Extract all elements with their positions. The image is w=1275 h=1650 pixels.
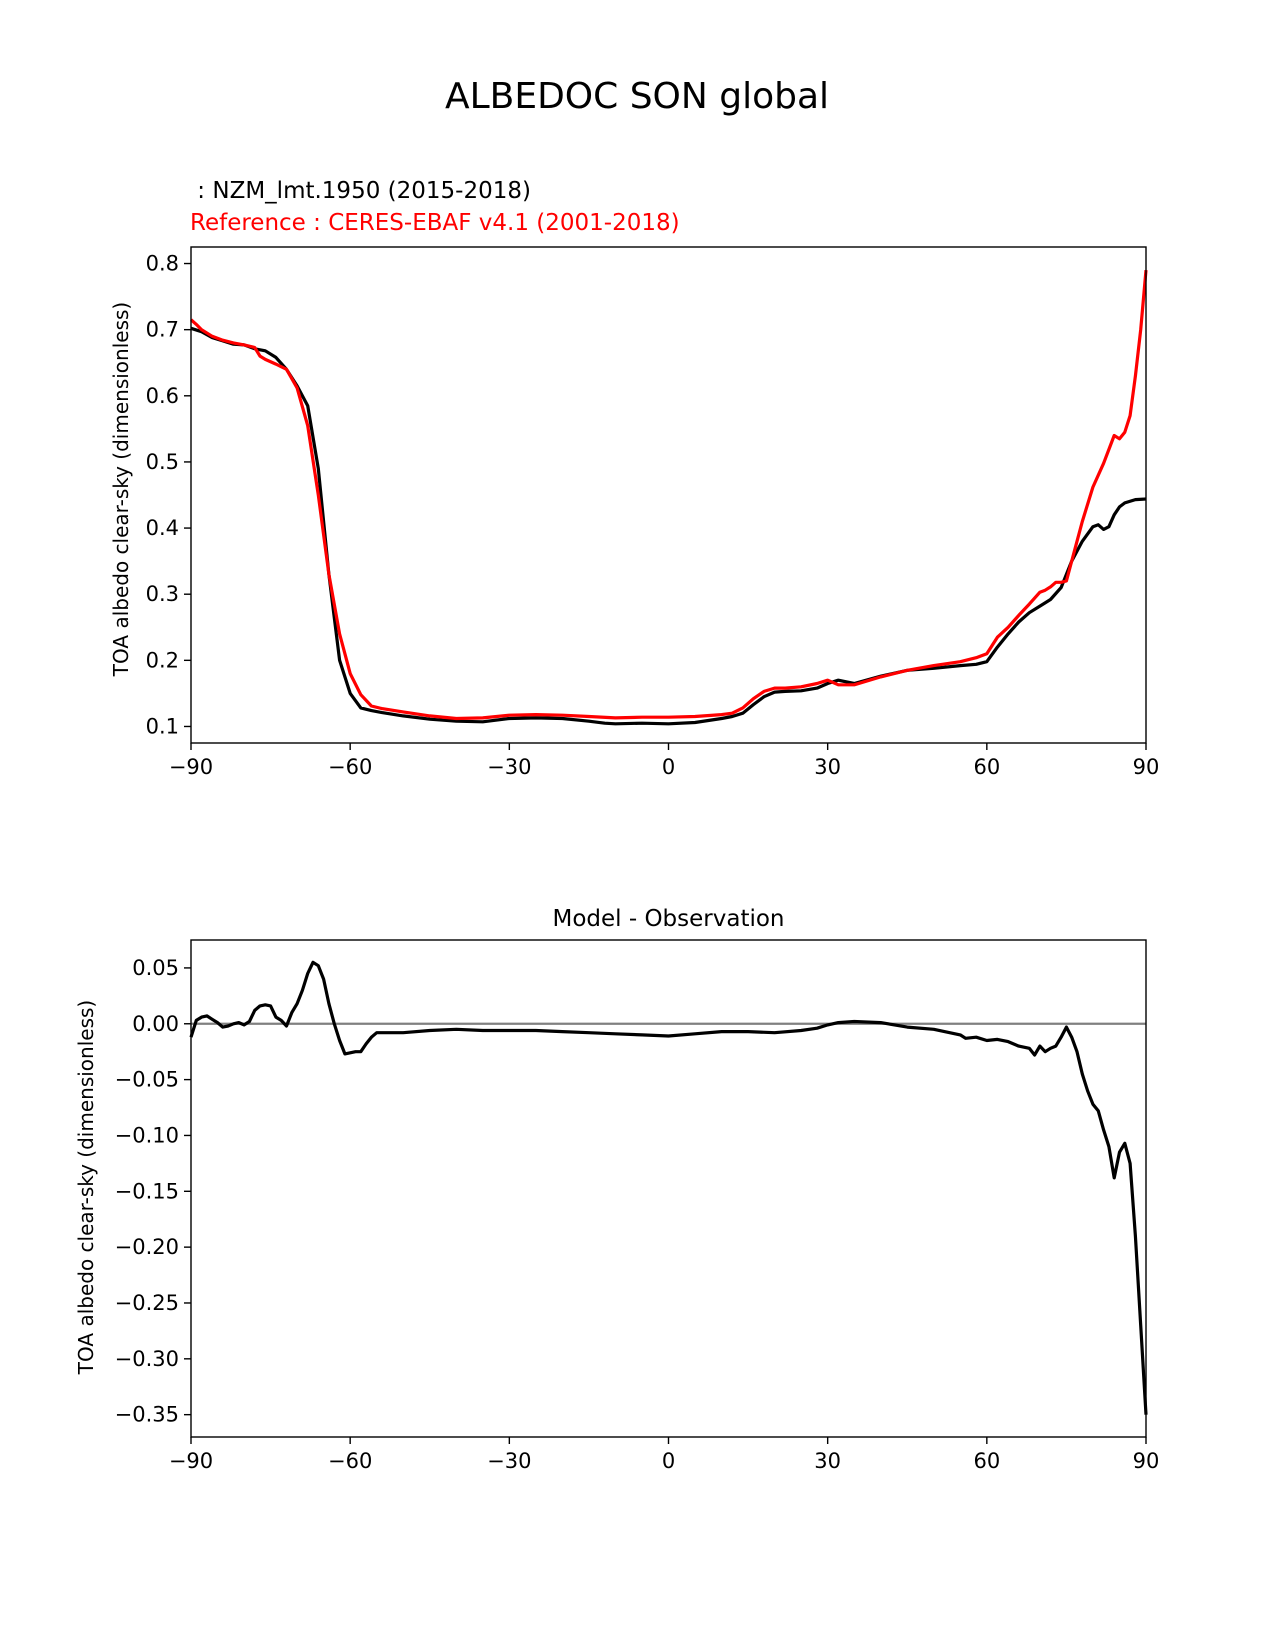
y-tick-label-0-5: 0.6 xyxy=(146,384,179,408)
y-tick-label-1-5: −0.20 xyxy=(115,1235,179,1259)
bottom-panel-title: Model - Observation xyxy=(552,906,784,932)
y-tick-label-0-1: 0.2 xyxy=(146,648,179,672)
series-line-0-1 xyxy=(189,269,1148,721)
x-tick-label-1-0: −90 xyxy=(169,1449,213,1473)
y-tick-label-1-3: −0.10 xyxy=(115,1123,179,1147)
series-line-1-0 xyxy=(189,960,1148,1415)
x-tick-label-0-6: 90 xyxy=(1133,755,1160,779)
x-tick-label-0-5: 60 xyxy=(973,755,1000,779)
reference-subtitle: Reference : CERES-EBAF v4.1 (2001-2018) xyxy=(190,210,680,236)
y-tick-label-0-6: 0.7 xyxy=(146,318,179,342)
x-tick-label-1-5: 60 xyxy=(973,1449,1000,1473)
top-panel: : NZM_lmt.1950 (2015-2018) Reference : C… xyxy=(109,178,1159,779)
model-subtitle: : NZM_lmt.1950 (2015-2018) xyxy=(190,178,531,204)
x-tick-label-0-2: −30 xyxy=(487,755,531,779)
y-tick-label-0-3: 0.4 xyxy=(146,516,179,540)
x-tick-label-1-6: 90 xyxy=(1133,1449,1160,1473)
y-tick-label-0-7: 0.8 xyxy=(146,252,179,276)
y-tick-label-1-2: −0.05 xyxy=(115,1068,179,1092)
x-tick-label-1-4: 30 xyxy=(814,1449,841,1473)
top-y-axis-label: TOA albedo clear-sky (dimensionless) xyxy=(109,302,133,677)
y-tick-label-0-0: 0.1 xyxy=(146,714,179,738)
x-tick-label-1-2: −30 xyxy=(487,1449,531,1473)
figure-title: ALBEDOC SON global xyxy=(445,76,829,117)
x-tick-label-0-3: 0 xyxy=(662,755,675,779)
x-tick-label-1-3: 0 xyxy=(662,1449,675,1473)
x-tick-label-0-0: −90 xyxy=(169,755,213,779)
x-tick-label-0-4: 30 xyxy=(814,755,841,779)
y-tick-label-1-6: −0.25 xyxy=(115,1291,179,1315)
series-line-0-0 xyxy=(190,326,1147,726)
plot-frame-1 xyxy=(190,939,1147,1438)
plot-frame-0 xyxy=(190,246,1147,744)
bottom-y-axis-label: TOA albedo clear-sky (dimensionless) xyxy=(74,1000,98,1375)
y-tick-label-1-1: 0.00 xyxy=(132,1012,179,1036)
y-tick-label-1-0: 0.05 xyxy=(132,956,179,980)
y-tick-label-0-4: 0.5 xyxy=(146,450,179,474)
y-tick-label-1-8: −0.35 xyxy=(115,1403,179,1427)
y-tick-label-1-7: −0.30 xyxy=(115,1347,179,1371)
bottom-panel: Model - Observation TOA albedo clear-sky… xyxy=(74,906,1159,1473)
x-tick-label-1-1: −60 xyxy=(328,1449,372,1473)
y-tick-label-0-2: 0.3 xyxy=(146,582,179,606)
y-tick-label-1-4: −0.15 xyxy=(115,1179,179,1203)
x-tick-label-0-1: −60 xyxy=(328,755,372,779)
